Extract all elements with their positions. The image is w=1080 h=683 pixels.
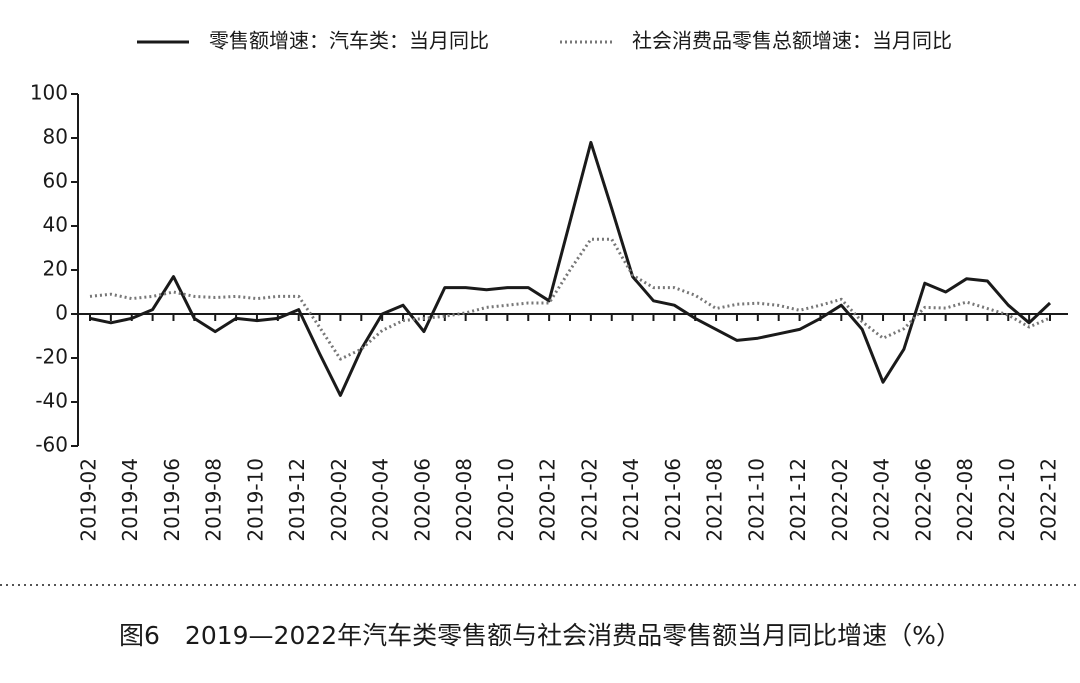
y-tick-label: -40	[35, 389, 68, 413]
y-tick-label: 80	[43, 125, 68, 149]
y-tick-label: -60	[35, 433, 68, 457]
y-tick-label: -20	[35, 345, 68, 369]
x-tick-label: 2020-04	[369, 458, 393, 542]
x-tick-label: 2022-02	[828, 458, 852, 542]
x-tick-label: 2021-02	[577, 458, 601, 542]
x-tick-label: 2022-06	[911, 458, 935, 542]
x-tick-label: 2020-06	[410, 458, 434, 542]
x-tick-label: 2019-10	[243, 458, 267, 542]
x-tick-label: 2021-08	[703, 458, 727, 542]
x-tick-label: 2022-10	[995, 458, 1019, 542]
x-tick-label: 2022-12	[1037, 458, 1061, 542]
legend-label: 社会消费品零售总额增速：当月同比	[632, 29, 952, 53]
x-tick-label: 2021-10	[744, 458, 768, 542]
y-tick-label: 20	[43, 257, 68, 281]
x-tick-label: 2019-04	[118, 458, 142, 542]
y-tick-label: 100	[30, 81, 68, 105]
x-tick-label: 2020-02	[327, 458, 351, 542]
series-line	[89, 237, 1051, 361]
x-tick-label: 2022-08	[953, 458, 977, 542]
series-line	[89, 140, 1052, 397]
caption: 图6 2019—2022年汽车类零售额与社会消费品零售额当月同比增速（%）	[119, 621, 961, 650]
x-tick-label: 2020-08	[452, 458, 476, 542]
x-tick-label: 2022-04	[870, 458, 894, 542]
x-tick-label: 2021-04	[619, 458, 643, 542]
x-tick-label: 2020-12	[536, 458, 560, 542]
x-tick-label: 2019-12	[285, 458, 309, 542]
legend-label: 零售额增速：汽车类：当月同比	[209, 29, 489, 53]
y-tick-label: 40	[43, 213, 68, 237]
y-tick-label: 60	[43, 169, 68, 193]
x-tick-label: 2021-12	[786, 458, 810, 542]
x-tick-label: 2019-02	[77, 458, 101, 542]
y-tick-label: 0	[55, 301, 68, 325]
x-tick-label: 2019-08	[202, 458, 226, 542]
x-tick-label: 2020-10	[494, 458, 518, 542]
x-tick-label: 2021-06	[661, 458, 685, 542]
x-tick-label: 2019-06	[160, 458, 184, 542]
